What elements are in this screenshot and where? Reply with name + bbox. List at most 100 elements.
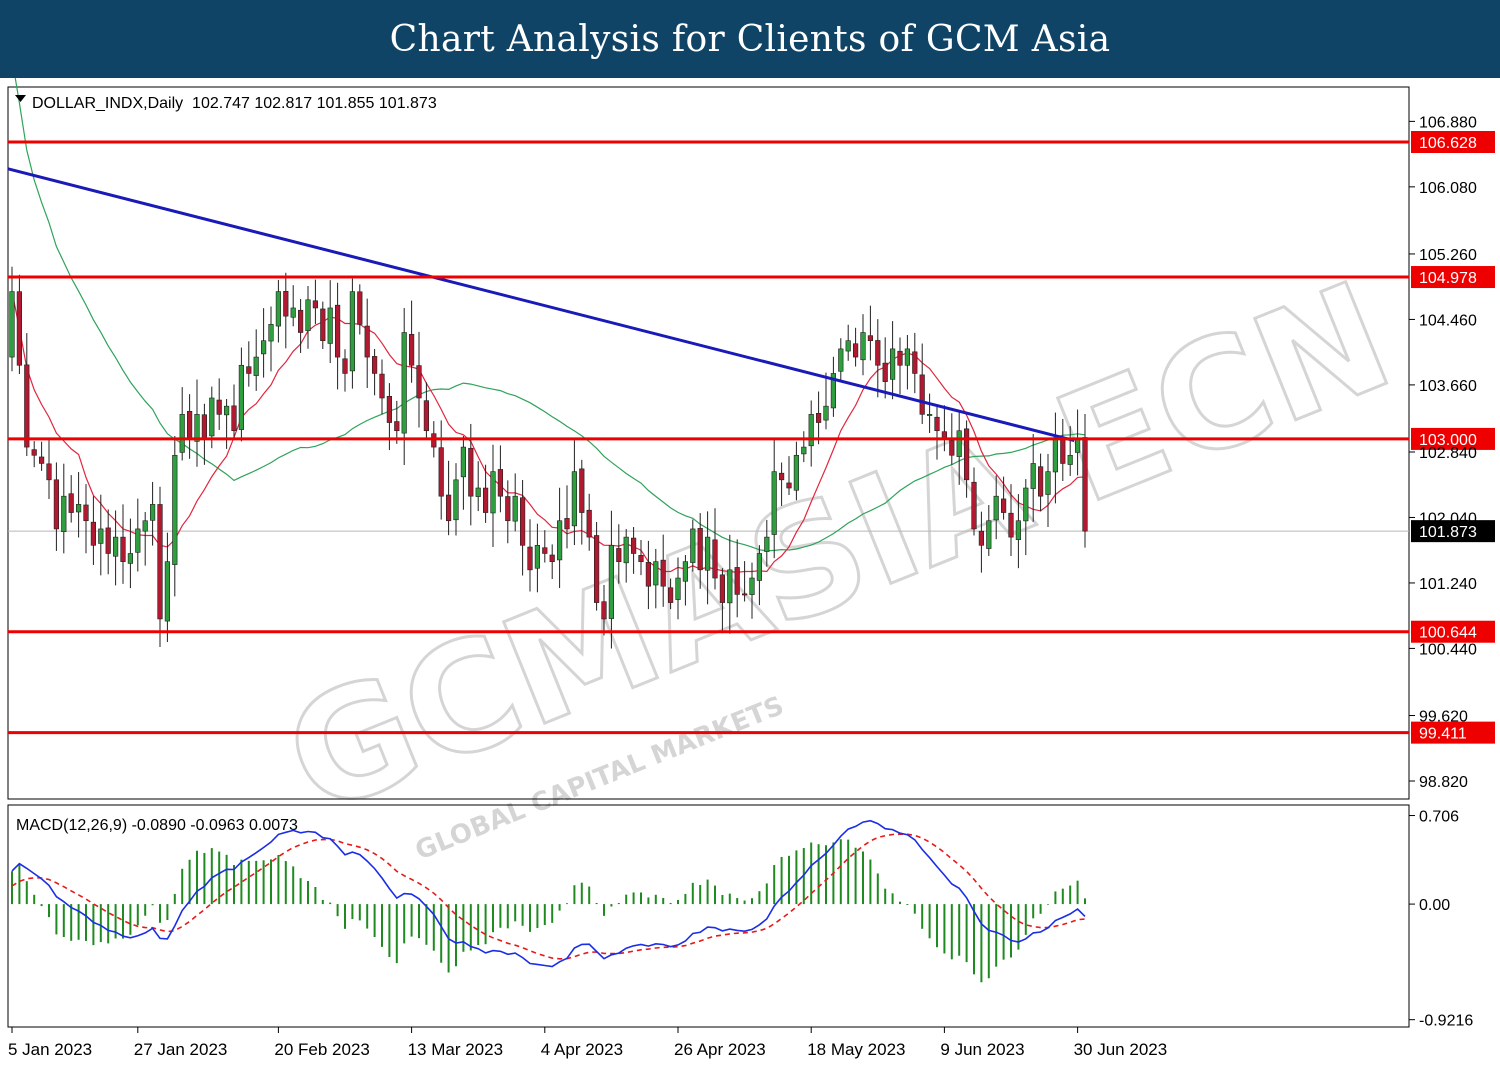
chart-header: Chart Analysis for Clients of GCM Asia (0, 0, 1500, 78)
date-tick-label: 27 Jan 2023 (134, 1040, 228, 1059)
candle-body (956, 430, 962, 457)
candle-body (727, 569, 733, 604)
candle-body (445, 494, 452, 522)
candle (830, 356, 836, 417)
candle (445, 460, 452, 536)
candle-body (912, 351, 918, 374)
chart-canvas[interactable]: GCMASIA ECN GLOBAL CAPITAL MARKETS 106.6… (0, 78, 1500, 1071)
candle (667, 578, 674, 610)
candle-body (934, 416, 940, 432)
candle-body (468, 447, 474, 497)
candle (993, 475, 999, 540)
candle (512, 473, 518, 532)
candle-body (867, 335, 873, 342)
candle-body (978, 530, 984, 546)
candle-body (231, 405, 237, 432)
candle-body (971, 481, 977, 530)
candle-body (564, 518, 570, 530)
chart-header-title: Chart Analysis for Clients of GCM Asia (389, 18, 1111, 60)
candle-body (1038, 466, 1044, 497)
candle (682, 555, 688, 606)
macd-tick-label: 0.00 (1419, 897, 1450, 914)
candle (290, 285, 296, 327)
candle-body (527, 546, 533, 571)
candle-body (482, 487, 489, 513)
candle-body (505, 496, 511, 522)
candle-body (675, 577, 681, 600)
candle-body (1023, 487, 1029, 522)
candle (778, 462, 785, 506)
date-tick-label: 4 Apr 2023 (541, 1040, 623, 1059)
price-tick-label: 103.660 (1419, 378, 1477, 395)
candle-body (209, 397, 215, 437)
candle (142, 512, 148, 566)
candle (90, 496, 96, 565)
candle-body (786, 482, 792, 489)
levels: 106.628 104.978 103.000 100.644 99.411 101.87… (8, 130, 1495, 744)
date-tick-label: 30 Jun 2023 (1074, 1040, 1168, 1059)
candle (505, 480, 511, 544)
candle-body (593, 535, 600, 603)
level-label-bg (1411, 427, 1495, 450)
candle (61, 463, 67, 554)
candle-body (608, 544, 614, 619)
candle (623, 529, 629, 583)
candle (1000, 476, 1007, 520)
macd-axis: 0.706 0.00 -0.9216 (1409, 809, 1473, 1030)
candle (579, 459, 585, 545)
candle-body (845, 340, 851, 352)
candle-body (1075, 438, 1081, 453)
candle-body (157, 504, 163, 620)
candle-body (653, 561, 659, 586)
candle-body (808, 414, 814, 447)
candle-body (53, 479, 59, 530)
candle-body (135, 528, 141, 553)
candle (357, 284, 363, 335)
price-tick-label: 99.620 (1419, 709, 1468, 726)
candle (527, 519, 533, 592)
candle-body (268, 324, 274, 342)
price-tick-label: 102.840 (1419, 445, 1477, 462)
candle-body (224, 405, 230, 416)
candle-body (127, 553, 134, 564)
price-tick-label: 106.880 (1419, 114, 1477, 131)
candle (1008, 484, 1014, 556)
candle (120, 504, 126, 584)
candle (460, 435, 467, 510)
candle-body (31, 449, 37, 456)
candle-body (150, 504, 156, 521)
candle-body (1082, 437, 1088, 532)
candle-body (875, 340, 881, 366)
candle (786, 456, 792, 495)
price-tick-label: 105.260 (1419, 247, 1477, 264)
candle (1015, 494, 1021, 569)
candle (867, 305, 873, 361)
candle (660, 534, 666, 607)
candle-body (1008, 512, 1014, 538)
candle (194, 379, 200, 467)
candle-body (497, 469, 504, 497)
candle (534, 523, 540, 593)
candle (453, 463, 459, 536)
candle-body (904, 348, 910, 366)
dropdown-triangle-icon[interactable] (15, 95, 26, 102)
candle-body (756, 553, 762, 581)
candle-body (1000, 498, 1007, 513)
candle (283, 272, 289, 349)
candle-body (297, 309, 304, 333)
candle (808, 400, 814, 467)
candle (593, 521, 600, 611)
candle (371, 349, 378, 396)
candle (690, 519, 696, 572)
ma-slow-line (14, 78, 1086, 552)
candle-body (246, 366, 252, 374)
candle (852, 327, 859, 367)
candle-body (889, 348, 896, 380)
candle (379, 359, 385, 415)
date-tick-label: 18 May 2023 (807, 1040, 905, 1059)
current-price-label: 101.873 (1419, 524, 1477, 541)
candle (490, 444, 496, 548)
candle (882, 337, 888, 399)
candle-body (312, 300, 319, 309)
candle-body (534, 544, 540, 569)
